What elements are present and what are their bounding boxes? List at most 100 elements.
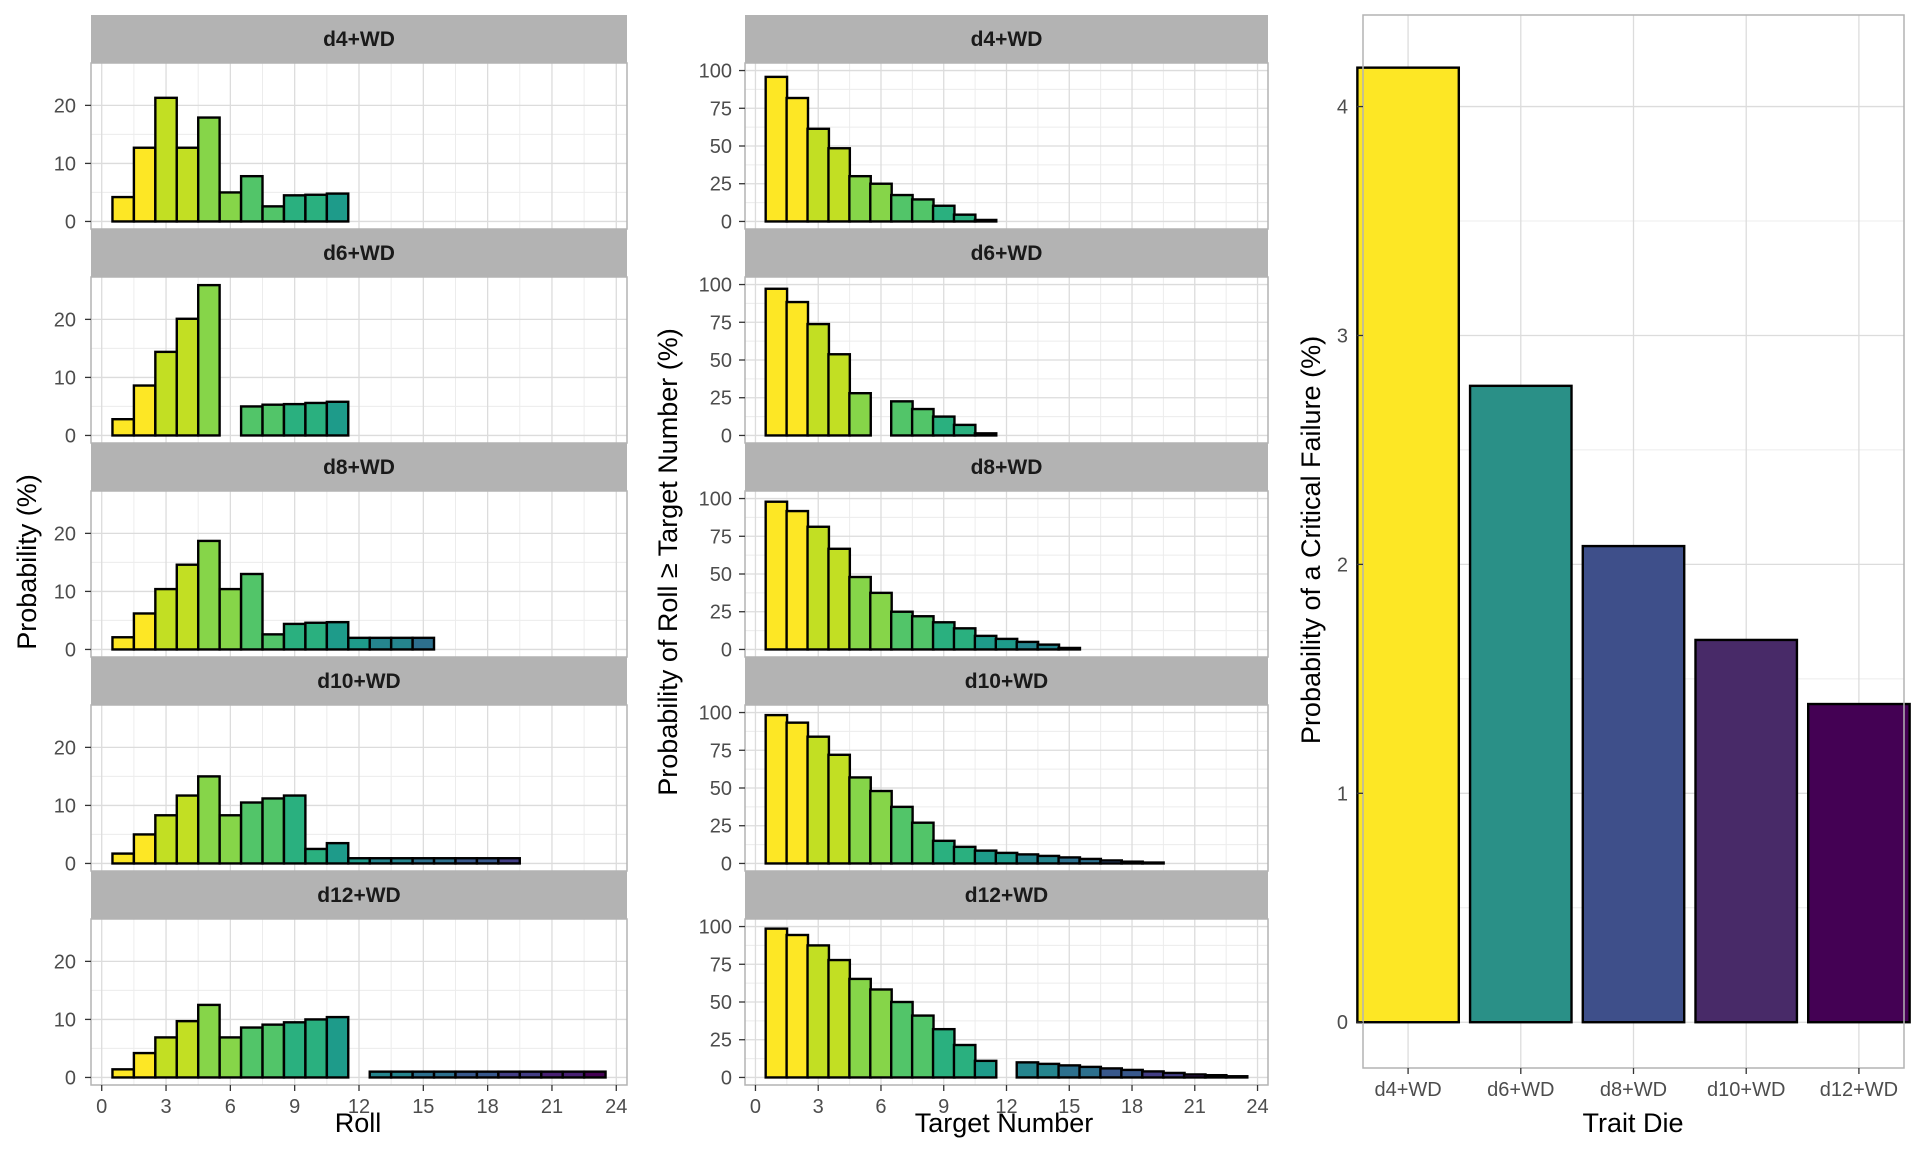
bar xyxy=(111,852,136,865)
bar xyxy=(806,322,831,437)
x-tick-label: 12 xyxy=(348,1096,370,1118)
y-tick-label: 75 xyxy=(710,98,732,120)
bar xyxy=(197,116,221,223)
bar xyxy=(282,194,307,223)
bar xyxy=(261,1023,286,1079)
y-tick-label: 25 xyxy=(710,816,732,838)
facet-strip-label: d8+WD xyxy=(971,456,1043,479)
y-tick-label: 50 xyxy=(710,136,732,158)
facet-strip-label: d8+WD xyxy=(323,456,395,479)
bar xyxy=(111,195,136,223)
facet-strip-label: d4+WD xyxy=(971,28,1043,51)
bar xyxy=(175,794,200,865)
bar xyxy=(848,575,872,651)
y-tick-label: 0 xyxy=(721,639,732,661)
bar xyxy=(175,563,200,651)
y-tick-label: 20 xyxy=(54,951,76,973)
x-tick-label: 18 xyxy=(477,1096,499,1118)
bar xyxy=(910,821,935,865)
bar xyxy=(325,1015,350,1079)
bar xyxy=(1099,1067,1124,1079)
bar-d12-wd xyxy=(1806,702,1911,1024)
bar xyxy=(304,401,329,437)
facet-strip-label: d4+WD xyxy=(323,28,395,51)
x-tick-label: 21 xyxy=(541,1096,563,1118)
target-facet-d4-wd: d4+WD 0 25 50 75 100 xyxy=(699,15,1269,233)
bar xyxy=(239,572,264,651)
bar xyxy=(368,857,393,865)
bar xyxy=(132,1051,157,1079)
bar xyxy=(175,146,200,223)
bar xyxy=(154,350,178,437)
y-tick-label: 0 xyxy=(65,1067,76,1089)
bar xyxy=(561,1070,586,1079)
bar xyxy=(785,300,810,437)
bar xyxy=(952,1043,977,1079)
bar xyxy=(389,636,414,651)
bar xyxy=(869,182,893,223)
x-tick-label: d6+WD xyxy=(1487,1079,1554,1101)
bar xyxy=(1120,860,1144,865)
bar xyxy=(1078,1065,1103,1079)
bar xyxy=(304,621,329,651)
bar xyxy=(764,287,789,437)
bar xyxy=(497,1070,521,1079)
bar-d8-wd xyxy=(1581,544,1686,1024)
roll-axis-title: Roll xyxy=(335,1108,382,1138)
x-tick-label: 12 xyxy=(995,1096,1017,1118)
bar xyxy=(197,283,221,437)
bar xyxy=(1078,857,1103,865)
bar xyxy=(1036,854,1061,865)
x-tick-label: 0 xyxy=(750,1096,761,1118)
bar xyxy=(282,794,307,865)
bar xyxy=(239,174,264,223)
bar xyxy=(261,403,286,437)
x-tick-label: 9 xyxy=(289,1096,300,1118)
bar xyxy=(475,1070,500,1079)
y-tick-label: 50 xyxy=(710,564,732,586)
bar xyxy=(111,636,136,651)
bar xyxy=(806,525,831,651)
roll-distribution-chart: d4+WD 0 10 20 d6+WD 0 10 20 d8+WD 0 10 20 d10+WD 0 10 2… xyxy=(54,15,628,1118)
bar xyxy=(218,1036,243,1079)
bar xyxy=(910,615,935,651)
bar xyxy=(827,958,852,1079)
bar xyxy=(111,1068,136,1079)
facet-strip-label: d6+WD xyxy=(323,242,395,265)
bar xyxy=(764,927,789,1079)
facet-strip-label: d12+WD xyxy=(317,884,400,907)
bar xyxy=(368,636,393,651)
y-tick-label: 50 xyxy=(710,992,732,1014)
bar xyxy=(1015,640,1040,651)
bar xyxy=(952,845,977,865)
y-tick-label: 0 xyxy=(65,425,76,447)
bar xyxy=(582,1070,607,1079)
y-tick-label: 0 xyxy=(1337,1012,1348,1034)
y-tick-label: 50 xyxy=(710,350,732,372)
bar xyxy=(890,193,914,223)
y-tick-label: 0 xyxy=(721,853,732,875)
bar xyxy=(325,841,350,865)
bar xyxy=(432,857,457,865)
target-facet-d8-wd: d8+WD 0 25 50 75 100 xyxy=(699,443,1269,661)
y-tick-label: 4 xyxy=(1337,97,1348,119)
bar xyxy=(848,977,872,1079)
target-facet-d12-wd: d12+WD 0 25 50 75 100 0 3 6 9 12 15 18 21 24 xyxy=(699,871,1269,1118)
y-tick-label: 1 xyxy=(1337,783,1348,805)
y-tick-label: 0 xyxy=(721,425,732,447)
bar xyxy=(261,205,286,223)
roll-facet-d12-wd: d12+WD 0 10 20 0 3 6 9 12 15 18 21 24 xyxy=(54,871,628,1118)
bar xyxy=(304,193,329,223)
bar xyxy=(197,775,221,865)
bar xyxy=(973,849,998,865)
y-tick-label: 25 xyxy=(710,388,732,410)
facet-strip-label: d10+WD xyxy=(965,670,1048,693)
y-tick-label: 0 xyxy=(65,639,76,661)
facet-strip xyxy=(91,871,627,919)
bar xyxy=(454,1070,479,1079)
bar xyxy=(973,218,998,223)
bar xyxy=(827,547,852,651)
bar xyxy=(931,839,956,865)
y-tick-label: 10 xyxy=(54,367,76,389)
bar xyxy=(848,392,872,437)
